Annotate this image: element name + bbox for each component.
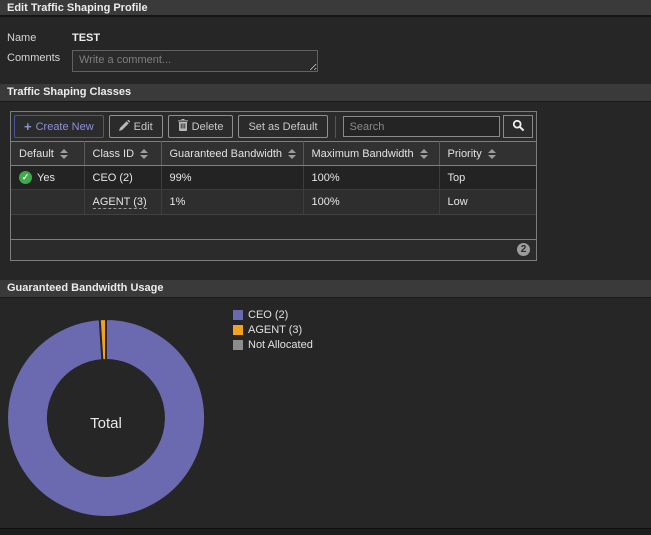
- create-new-label: Create New: [35, 120, 94, 133]
- table-row[interactable]: AGENT (3) 1% 100% Low: [11, 189, 536, 214]
- sort-icon: [59, 148, 68, 159]
- set-as-default-button[interactable]: Set as Default: [238, 115, 328, 138]
- legend-label: Not Allocated: [248, 339, 313, 351]
- legend-item-ceo[interactable]: CEO (2): [233, 308, 313, 323]
- donut-center-label: Total: [90, 415, 122, 432]
- legend-swatch: [233, 310, 243, 320]
- default-cell: ✓ Yes: [11, 166, 84, 190]
- legend-swatch: [233, 340, 243, 350]
- table-empty-area: [11, 213, 536, 239]
- create-new-button[interactable]: + Create New: [14, 115, 104, 138]
- search-input[interactable]: [342, 116, 500, 137]
- search-button[interactable]: [503, 115, 533, 138]
- table-footer: 2: [11, 238, 536, 260]
- column-header-class-id[interactable]: Class ID: [83, 141, 161, 166]
- delete-label: Delete: [191, 120, 224, 133]
- column-header-priority[interactable]: Priority: [438, 141, 536, 166]
- legend-item-agent[interactable]: AGENT (3): [233, 323, 313, 338]
- class-id-link[interactable]: AGENT (3): [92, 195, 147, 209]
- classes-section-title: Traffic Shaping Classes: [0, 84, 651, 102]
- plus-icon: +: [24, 119, 32, 134]
- bandwidth-usage-chart: Total CEO (2) AGENT (3) Not Allocated: [0, 298, 651, 520]
- legend-label: AGENT (3): [248, 324, 303, 336]
- sort-icon: [140, 148, 149, 159]
- maximum-cell: 100%: [302, 165, 439, 190]
- legend-item-not-allocated[interactable]: Not Allocated: [233, 338, 313, 353]
- sort-icon: [487, 148, 496, 159]
- profile-form: Name TEST Comments: [0, 17, 651, 72]
- usage-section-title: Guaranteed Bandwidth Usage: [0, 279, 651, 298]
- name-label: Name: [7, 32, 37, 44]
- page-title: Edit Traffic Shaping Profile: [0, 0, 651, 17]
- sort-icon: [419, 148, 428, 159]
- column-header-guaranteed-bandwidth[interactable]: Guaranteed Bandwidth: [160, 141, 303, 166]
- name-value: TEST: [72, 32, 101, 44]
- donut-chart: Total: [6, 317, 207, 518]
- toolbar-divider: [334, 115, 336, 138]
- column-header-default[interactable]: Default: [11, 141, 84, 166]
- comments-label: Comments: [7, 52, 61, 64]
- check-icon: ✓: [19, 171, 32, 184]
- chart-legend: CEO (2) AGENT (3) Not Allocated: [233, 308, 313, 353]
- table-header-row: Default Class ID Guaranteed Bandwidth Ma…: [11, 141, 536, 166]
- sort-icon: [288, 148, 297, 159]
- legend-label: CEO (2): [248, 309, 289, 321]
- donut-slice-1[interactable]: [6, 317, 207, 518]
- guaranteed-cell: 1%: [160, 189, 303, 214]
- search-group: [342, 115, 533, 138]
- priority-cell: Top: [438, 165, 536, 190]
- set-as-default-label: Set as Default: [248, 120, 318, 133]
- priority-cell: Low: [438, 189, 536, 214]
- edit-label: Edit: [133, 120, 153, 133]
- classes-toolbar: + Create New Edit Delete Set as Default: [11, 112, 536, 141]
- row-count-badge: 2: [517, 243, 530, 256]
- default-cell: [11, 190, 84, 214]
- classes-table-container: + Create New Edit Delete Set as Default: [10, 111, 537, 261]
- edit-button[interactable]: Edit: [108, 115, 163, 138]
- trash-icon: [177, 119, 188, 134]
- pencil-icon: [118, 119, 131, 134]
- table-row[interactable]: ✓ Yes CEO (2) 99% 100% Top: [11, 165, 536, 190]
- delete-button[interactable]: Delete: [167, 115, 234, 138]
- comments-field[interactable]: [72, 50, 318, 72]
- guaranteed-cell: 99%: [160, 165, 303, 190]
- class-id-cell: AGENT (3): [83, 189, 161, 214]
- legend-swatch: [233, 325, 243, 335]
- column-header-maximum-bandwidth[interactable]: Maximum Bandwidth: [302, 141, 439, 166]
- bottom-status-strip: [0, 528, 651, 535]
- donut-slice-2[interactable]: [98, 317, 107, 361]
- maximum-cell: 100%: [302, 189, 439, 214]
- search-icon: [512, 119, 525, 135]
- classes-table: Default Class ID Guaranteed Bandwidth Ma…: [11, 141, 536, 214]
- class-id-cell: CEO (2): [83, 165, 161, 190]
